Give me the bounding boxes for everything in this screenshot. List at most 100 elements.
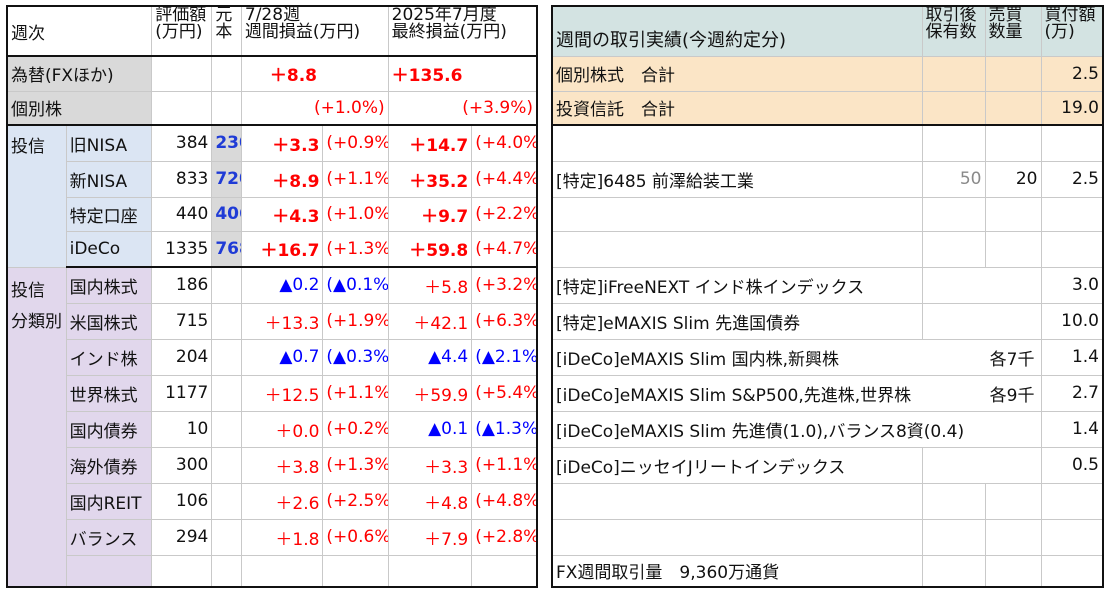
trust-row-final-pct: (+4.4%) <box>471 160 538 198</box>
category-row-value: 106 <box>151 482 213 520</box>
trust-row-weekly-pct: (+1.0%) <box>322 196 389 232</box>
category-row-weekly-pct: (+0.6%) <box>322 518 389 556</box>
stock-final: (+3.9%) <box>387 90 538 126</box>
sheet-title: 週次 <box>6 5 153 57</box>
category-row-final-pct: (+2.8%) <box>471 518 538 556</box>
fx-final: ＋135.6 <box>387 55 538 92</box>
fx-weekly: ＋8.8 <box>240 55 389 92</box>
category-row-final-pct: (▲1.3%) <box>471 410 538 448</box>
stock-label: 個別株 <box>6 90 153 126</box>
header-holdings: 取引後 保有数 <box>921 5 986 57</box>
trust-row-label: 旧NISA <box>65 124 153 162</box>
empty-cell <box>65 554 153 588</box>
category-row-value: 294 <box>151 518 213 556</box>
trade-row-label: [特定]6485 前澤給装工業 <box>551 160 923 198</box>
trade-row-note <box>921 302 1042 340</box>
category-row-final: ＋7.9 <box>387 518 473 556</box>
stock-total-amount: 2.5 <box>1040 55 1104 92</box>
trust-row-value: 440 <box>151 196 213 232</box>
category-row-final: ＋59.9 <box>387 374 473 412</box>
category-row-weekly-pct: (+0.2%) <box>322 410 389 448</box>
category-row-label: 国内債券 <box>65 410 153 448</box>
trade-row-amount: 3.0 <box>1040 266 1104 304</box>
category-row-value: 186 <box>151 266 213 304</box>
category-row-weekly-pct: (+1.3%) <box>322 446 389 484</box>
trade-row-amount: 1.4 <box>1040 410 1104 448</box>
header-principal: 元本 <box>211 5 242 57</box>
header-weekly-pl: 7/28週 週間損益(万円) <box>240 5 389 57</box>
trade-row-label: [iDeCo]ニッセイJリートインデックス <box>551 446 923 484</box>
category-row-final-pct: (+5.4%) <box>471 374 538 412</box>
trust-row-final: ＋59.8 <box>387 230 473 268</box>
trust-row-weekly-pct: (+1.1%) <box>322 160 389 198</box>
category-row-label: 国内株式 <box>65 266 153 304</box>
trade-row: [iDeCo]eMAXIS Slim S&P500,先進株,世界株 各9千 <box>551 374 1042 412</box>
trust-row-final-pct: (+2.2%) <box>471 196 538 232</box>
trade-row-note: 各7千 <box>989 349 1035 370</box>
category-row-value: 300 <box>151 446 213 484</box>
trade-row-label: [iDeCo]eMAXIS Slim S&P500,先進株,世界株 <box>556 385 912 406</box>
trust-row-final-pct: (+4.0%) <box>471 124 538 162</box>
trust-row-principal: 406 <box>211 196 242 232</box>
trust-total-amount: 19.0 <box>1040 90 1104 126</box>
trust-row-final: ＋9.7 <box>387 196 473 232</box>
trust-row-final-pct: (+4.7%) <box>471 230 538 268</box>
category-row-label: インド株 <box>65 338 153 376</box>
weekly-trades-table: 週間の取引実績(今週約定分) 取引後 保有数 売買 数量 買付額 (万) 個別株式 合… <box>551 5 1104 588</box>
trust-row-weekly: ＋16.7 <box>240 230 324 268</box>
category-row-value: 715 <box>151 302 213 340</box>
category-row-final: ▲4.4 <box>387 338 473 376</box>
trust-row-final: ＋35.2 <box>387 160 473 198</box>
category-group-label: 投信 分類別 <box>6 266 67 588</box>
trade-row-label: [iDeCo]eMAXIS Slim 国内株,新興株 <box>556 349 840 370</box>
trade-row-quantity: 20 <box>984 160 1042 198</box>
trade-row-note <box>921 446 1042 484</box>
category-row-final-pct: (+1.1%) <box>471 446 538 484</box>
category-row-label: 米国株式 <box>65 302 153 340</box>
trust-row-label: 特定口座 <box>65 196 153 232</box>
category-row-label: 国内REIT <box>65 482 153 520</box>
trust-row-principal: 768 <box>211 230 242 268</box>
category-row-weekly-pct: (▲0.1%) <box>322 266 389 304</box>
category-row-final: ＋5.8 <box>387 266 473 304</box>
category-row-weekly: ＋0.0 <box>240 410 324 448</box>
trade-row-amount: 0.5 <box>1040 446 1104 484</box>
trade-row-label: [特定]iFreeNEXT インド株インデックス <box>551 266 923 304</box>
category-row-weekly: ▲0.2 <box>240 266 324 304</box>
category-row-final-pct: (+4.8%) <box>471 482 538 520</box>
trade-row-amount: 1.4 <box>1040 338 1104 376</box>
weekly-summary-table: 週次 評価額 (万円) 元本 7/28週 週間損益(万円) 2025年7月度 最終損益… <box>6 5 538 588</box>
trust-row-principal: 230 <box>211 124 242 162</box>
header-amount: 買付額 (万) <box>1040 5 1104 57</box>
category-row-final-pct: (+6.3%) <box>471 302 538 340</box>
category-row-weekly: ＋2.6 <box>240 482 324 520</box>
category-row-final-pct: (▲2.1%) <box>471 338 538 376</box>
trade-row: [iDeCo]eMAXIS Slim 国内株,新興株 各7千 <box>551 338 1042 376</box>
category-row-weekly: ＋3.8 <box>240 446 324 484</box>
trust-total-label: 投資信託 合計 <box>551 90 923 126</box>
category-row-weekly-pct: (+2.5%) <box>322 482 389 520</box>
category-row-final: ▲0.1 <box>387 410 473 448</box>
trust-row-weekly: ＋4.3 <box>240 196 324 232</box>
category-row-label: 世界株式 <box>65 374 153 412</box>
trust-row-value: 384 <box>151 124 213 162</box>
trade-row-amount: 2.5 <box>1040 160 1104 198</box>
category-row-final: ＋4.8 <box>387 482 473 520</box>
trust-row-label: iDeCo <box>65 230 153 268</box>
category-row-weekly: ＋1.8 <box>240 518 324 556</box>
trade-row-note: 各9千 <box>989 385 1035 406</box>
trust-row-value: 833 <box>151 160 213 198</box>
trust-row-weekly: ＋3.3 <box>240 124 324 162</box>
category-row-weekly: ＋13.3 <box>240 302 324 340</box>
trade-row-note <box>921 266 1042 304</box>
category-row-weekly: ＋12.5 <box>240 374 324 412</box>
trade-row-label: [iDeCo]eMAXIS Slim 先進債(1.0),バランス8資(0.4) <box>551 410 1042 448</box>
trade-row-label: [特定]eMAXIS Slim 先進国債券 <box>551 302 923 340</box>
category-row-weekly-pct: (+1.9%) <box>322 302 389 340</box>
stock-weekly: (+1.0%) <box>240 90 389 126</box>
header-valuation: 評価額 (万円) <box>151 5 213 57</box>
trust-row-principal: 720 <box>211 160 242 198</box>
category-row-weekly-pct: (▲0.3%) <box>322 338 389 376</box>
trades-title: 週間の取引実績(今週約定分) <box>551 5 923 57</box>
trust-row-weekly-pct: (+0.9%) <box>322 124 389 162</box>
